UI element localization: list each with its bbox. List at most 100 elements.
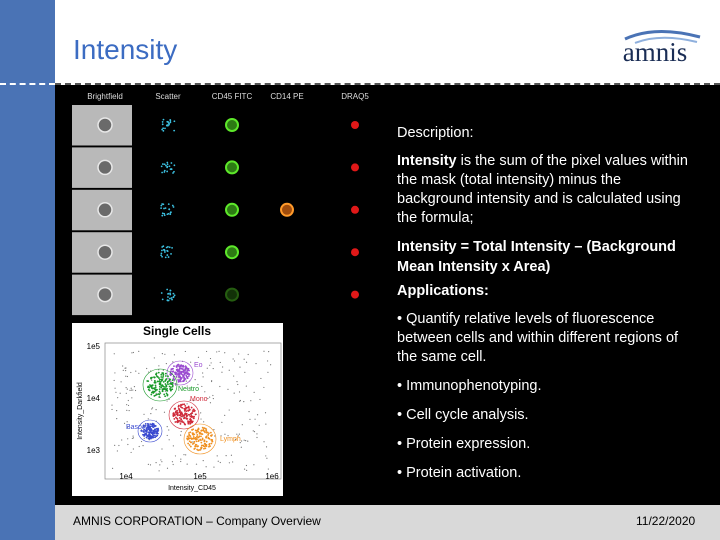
gate xyxy=(137,419,163,443)
bullet: • Protein activation. xyxy=(397,465,522,481)
dot xyxy=(158,365,160,367)
speckle xyxy=(167,122,170,124)
dot xyxy=(185,415,188,418)
dot xyxy=(232,461,234,463)
dot xyxy=(200,412,202,414)
dot xyxy=(265,446,268,448)
dot xyxy=(180,370,182,373)
speckle xyxy=(173,294,176,297)
dot xyxy=(186,376,189,379)
speckle xyxy=(169,121,172,124)
dot xyxy=(115,391,117,393)
dot xyxy=(130,451,132,454)
dot xyxy=(187,375,190,378)
dot xyxy=(132,389,134,391)
cell xyxy=(97,244,113,260)
dot xyxy=(196,438,198,440)
dot xyxy=(243,358,245,360)
dot xyxy=(149,426,151,429)
dot xyxy=(148,386,151,389)
dot xyxy=(238,353,240,355)
footer-date: 11/22/2020 xyxy=(636,514,696,528)
pe xyxy=(280,202,294,217)
dot xyxy=(116,450,118,452)
dot xyxy=(213,466,215,468)
dot xyxy=(202,376,204,378)
dot xyxy=(266,360,269,362)
definition: Intensity is the sum of the pixel values… xyxy=(397,152,697,228)
scatter-plot-image: Single Cells 1e5 1e4 1e3 1e4 1e5 1e6 Intensity_… xyxy=(72,323,283,496)
dot xyxy=(199,438,202,441)
speckle xyxy=(161,298,164,301)
draq5 xyxy=(351,248,359,257)
dot xyxy=(203,421,205,423)
dot xyxy=(194,413,197,416)
dot xyxy=(222,366,224,368)
speckle xyxy=(169,211,172,214)
logo: amnis xyxy=(623,29,701,67)
dot xyxy=(187,442,190,445)
dot xyxy=(143,413,145,415)
dot xyxy=(180,364,183,367)
dot xyxy=(117,397,119,399)
dot xyxy=(188,440,191,443)
x-label: Intensity_CD45 xyxy=(168,485,216,492)
speckle xyxy=(171,246,173,249)
dot xyxy=(233,392,235,394)
speckle xyxy=(162,129,165,132)
dot xyxy=(127,438,129,440)
dot xyxy=(155,435,158,438)
bullet: • Immunophenotyping. xyxy=(397,378,542,394)
column-label: CD14 PE xyxy=(270,92,303,101)
dot xyxy=(173,371,176,374)
dot xyxy=(123,422,126,424)
dot xyxy=(256,433,258,435)
dot xyxy=(146,367,148,370)
footer xyxy=(55,505,720,540)
dot xyxy=(133,386,136,388)
dot xyxy=(118,444,120,447)
dot xyxy=(140,429,143,432)
dot xyxy=(183,414,186,416)
dot xyxy=(168,398,170,401)
definition-text: is the sum of the pixel values within th… xyxy=(397,153,688,226)
dot xyxy=(147,385,150,388)
plot-title: Single Cells xyxy=(143,324,211,338)
population-label: Baso xyxy=(126,424,142,431)
dot xyxy=(162,381,165,383)
cell xyxy=(97,286,113,303)
dot xyxy=(155,409,157,411)
dot xyxy=(228,462,231,464)
dot xyxy=(150,385,153,388)
dot xyxy=(239,366,241,368)
dot xyxy=(130,387,132,389)
dot xyxy=(147,463,149,465)
dot xyxy=(161,461,163,463)
dot xyxy=(166,467,169,469)
dot xyxy=(154,381,157,384)
dot xyxy=(188,373,191,375)
dot xyxy=(171,461,174,463)
speckle xyxy=(161,212,164,215)
dot xyxy=(138,445,140,448)
dot xyxy=(145,429,147,432)
speckle xyxy=(170,252,172,255)
dot xyxy=(197,445,199,447)
dot xyxy=(191,410,194,412)
dot xyxy=(178,419,181,422)
dot xyxy=(202,428,205,431)
dot xyxy=(158,390,161,393)
speckle xyxy=(166,120,169,123)
dot xyxy=(130,389,133,391)
dot xyxy=(144,423,147,425)
dot xyxy=(158,377,160,379)
dot xyxy=(267,468,269,470)
speckle xyxy=(173,170,175,173)
dot xyxy=(200,441,203,444)
dot xyxy=(197,383,199,386)
formula: Intensity = Total Intensity – (Backgroun… xyxy=(397,239,676,275)
speckle xyxy=(164,207,167,209)
dot xyxy=(156,380,159,383)
dot xyxy=(172,463,174,466)
dot xyxy=(159,383,162,386)
